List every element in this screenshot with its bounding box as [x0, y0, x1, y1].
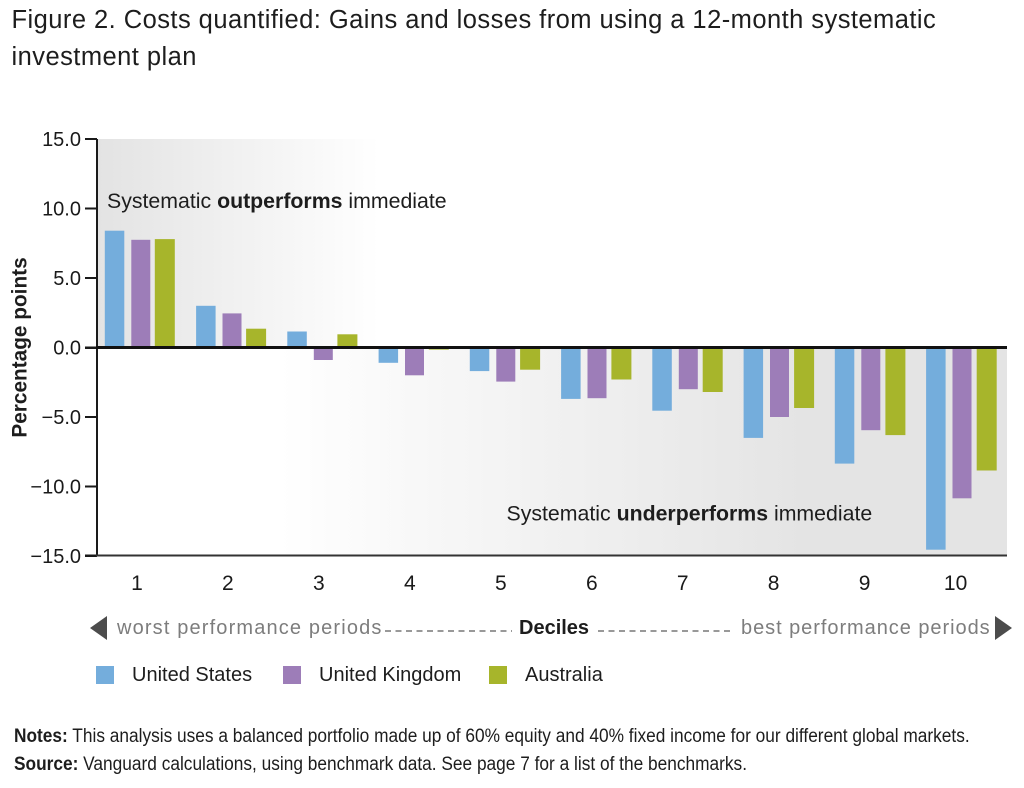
svg-text:0.0: 0.0 — [53, 338, 81, 360]
svg-text:4: 4 — [404, 572, 416, 595]
svg-text:10.0: 10.0 — [42, 199, 81, 221]
svg-text:Systematic underperforms immed: Systematic underperforms immediate — [507, 501, 873, 525]
svg-text:5: 5 — [495, 572, 507, 595]
svg-text:15.0: 15.0 — [42, 129, 81, 151]
svg-text:Systematic outperforms immedia: Systematic outperforms immediate — [107, 189, 447, 213]
svg-text:−10.0: −10.0 — [30, 477, 81, 499]
svg-text:Percentage points: Percentage points — [9, 257, 32, 437]
svg-text:3: 3 — [313, 572, 325, 595]
svg-text:1: 1 — [131, 572, 143, 595]
svg-text:10: 10 — [944, 572, 967, 595]
svg-text:−5.0: −5.0 — [42, 407, 81, 429]
svg-text:9: 9 — [859, 572, 871, 595]
svg-text:6: 6 — [586, 572, 598, 595]
svg-text:7: 7 — [677, 572, 689, 595]
svg-text:8: 8 — [768, 572, 780, 595]
svg-text:5.0: 5.0 — [53, 268, 81, 290]
svg-text:−15.0: −15.0 — [30, 546, 81, 568]
svg-text:2: 2 — [222, 572, 234, 595]
